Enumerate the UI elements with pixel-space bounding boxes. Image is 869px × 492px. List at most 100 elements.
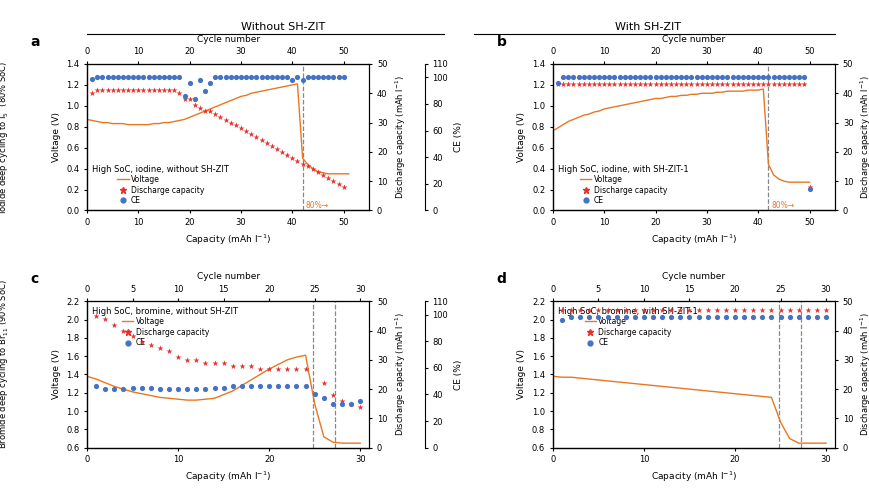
Point [691,306,705,314]
Point [344,400,358,408]
Point [171,385,185,393]
Point [776,81,790,89]
Point [107,385,121,393]
Point [90,87,104,94]
Point [704,81,718,89]
Point [576,73,590,81]
Point [694,73,708,81]
Point [638,73,652,81]
Point [216,359,230,367]
Point [736,313,750,321]
Point [177,92,191,100]
Point [800,306,814,314]
Point [315,73,329,81]
Point [691,313,705,321]
Point [714,81,728,89]
Point [223,119,237,126]
Point [566,73,580,81]
Point [573,306,587,314]
Point [301,73,315,81]
Y-axis label: CE (%): CE (%) [454,359,462,390]
Point [673,81,687,89]
Point [126,87,140,94]
Point [306,73,320,81]
Point [321,73,335,81]
Point [326,391,340,399]
Point [627,81,641,89]
Point [280,151,294,159]
Point [280,365,294,372]
Point [609,306,623,314]
Point [576,81,590,89]
Point [653,81,667,89]
Point [249,73,263,81]
Point [223,73,237,81]
Point [704,73,718,81]
Point [171,353,185,361]
Point [636,306,650,314]
Point [106,87,120,94]
Point [654,313,668,321]
Point [198,359,212,367]
Point [750,73,764,81]
Point [188,101,202,109]
Y-axis label: CE (%): CE (%) [454,122,462,153]
Y-axis label: Voltage (V): Voltage (V) [51,349,61,400]
Point [730,81,744,89]
Point [269,73,283,81]
Point [239,73,253,81]
Point [157,73,171,81]
Legend: Voltage, Discharge capacity, CE: Voltage, Discharge capacity, CE [556,163,690,207]
Point [596,81,610,89]
Point [592,73,606,81]
Point [587,73,600,81]
Y-axis label: Voltage (V): Voltage (V) [51,112,61,162]
Point [306,165,320,173]
Point [182,95,196,103]
Point [152,87,166,94]
Point [167,87,181,94]
Point [298,365,312,372]
Point [720,81,733,89]
Point [684,73,698,81]
Text: a: a [30,34,40,49]
Point [116,73,129,81]
Point [255,73,269,81]
Point [209,73,222,81]
Point [643,81,657,89]
Point [607,73,620,81]
Point [673,306,687,314]
Point [709,73,723,81]
Point [172,73,186,81]
Point [193,76,207,84]
Point [125,384,139,392]
Point [563,306,577,314]
Point [225,383,239,391]
Point [136,87,150,94]
Point [555,81,569,89]
X-axis label: Cycle number: Cycle number [196,272,260,281]
Point [682,306,696,314]
Point [106,73,120,81]
Point [260,139,274,147]
Point [315,171,329,179]
Point [622,81,636,89]
Point [218,116,232,123]
Point [143,341,157,349]
Y-axis label: Discharge capacity (mAh l$^{-1}$): Discharge capacity (mAh l$^{-1}$) [393,75,407,199]
Point [335,400,348,408]
Point [331,73,345,81]
Point [326,177,340,185]
Point [618,306,632,314]
Point [218,73,232,81]
Point [264,142,278,150]
Point [668,73,682,81]
Point [289,383,303,391]
Point [679,81,693,89]
Point [116,327,130,335]
Point [253,383,267,391]
Point [321,174,335,182]
Point [152,73,166,81]
Point [121,87,135,94]
Point [740,81,754,89]
